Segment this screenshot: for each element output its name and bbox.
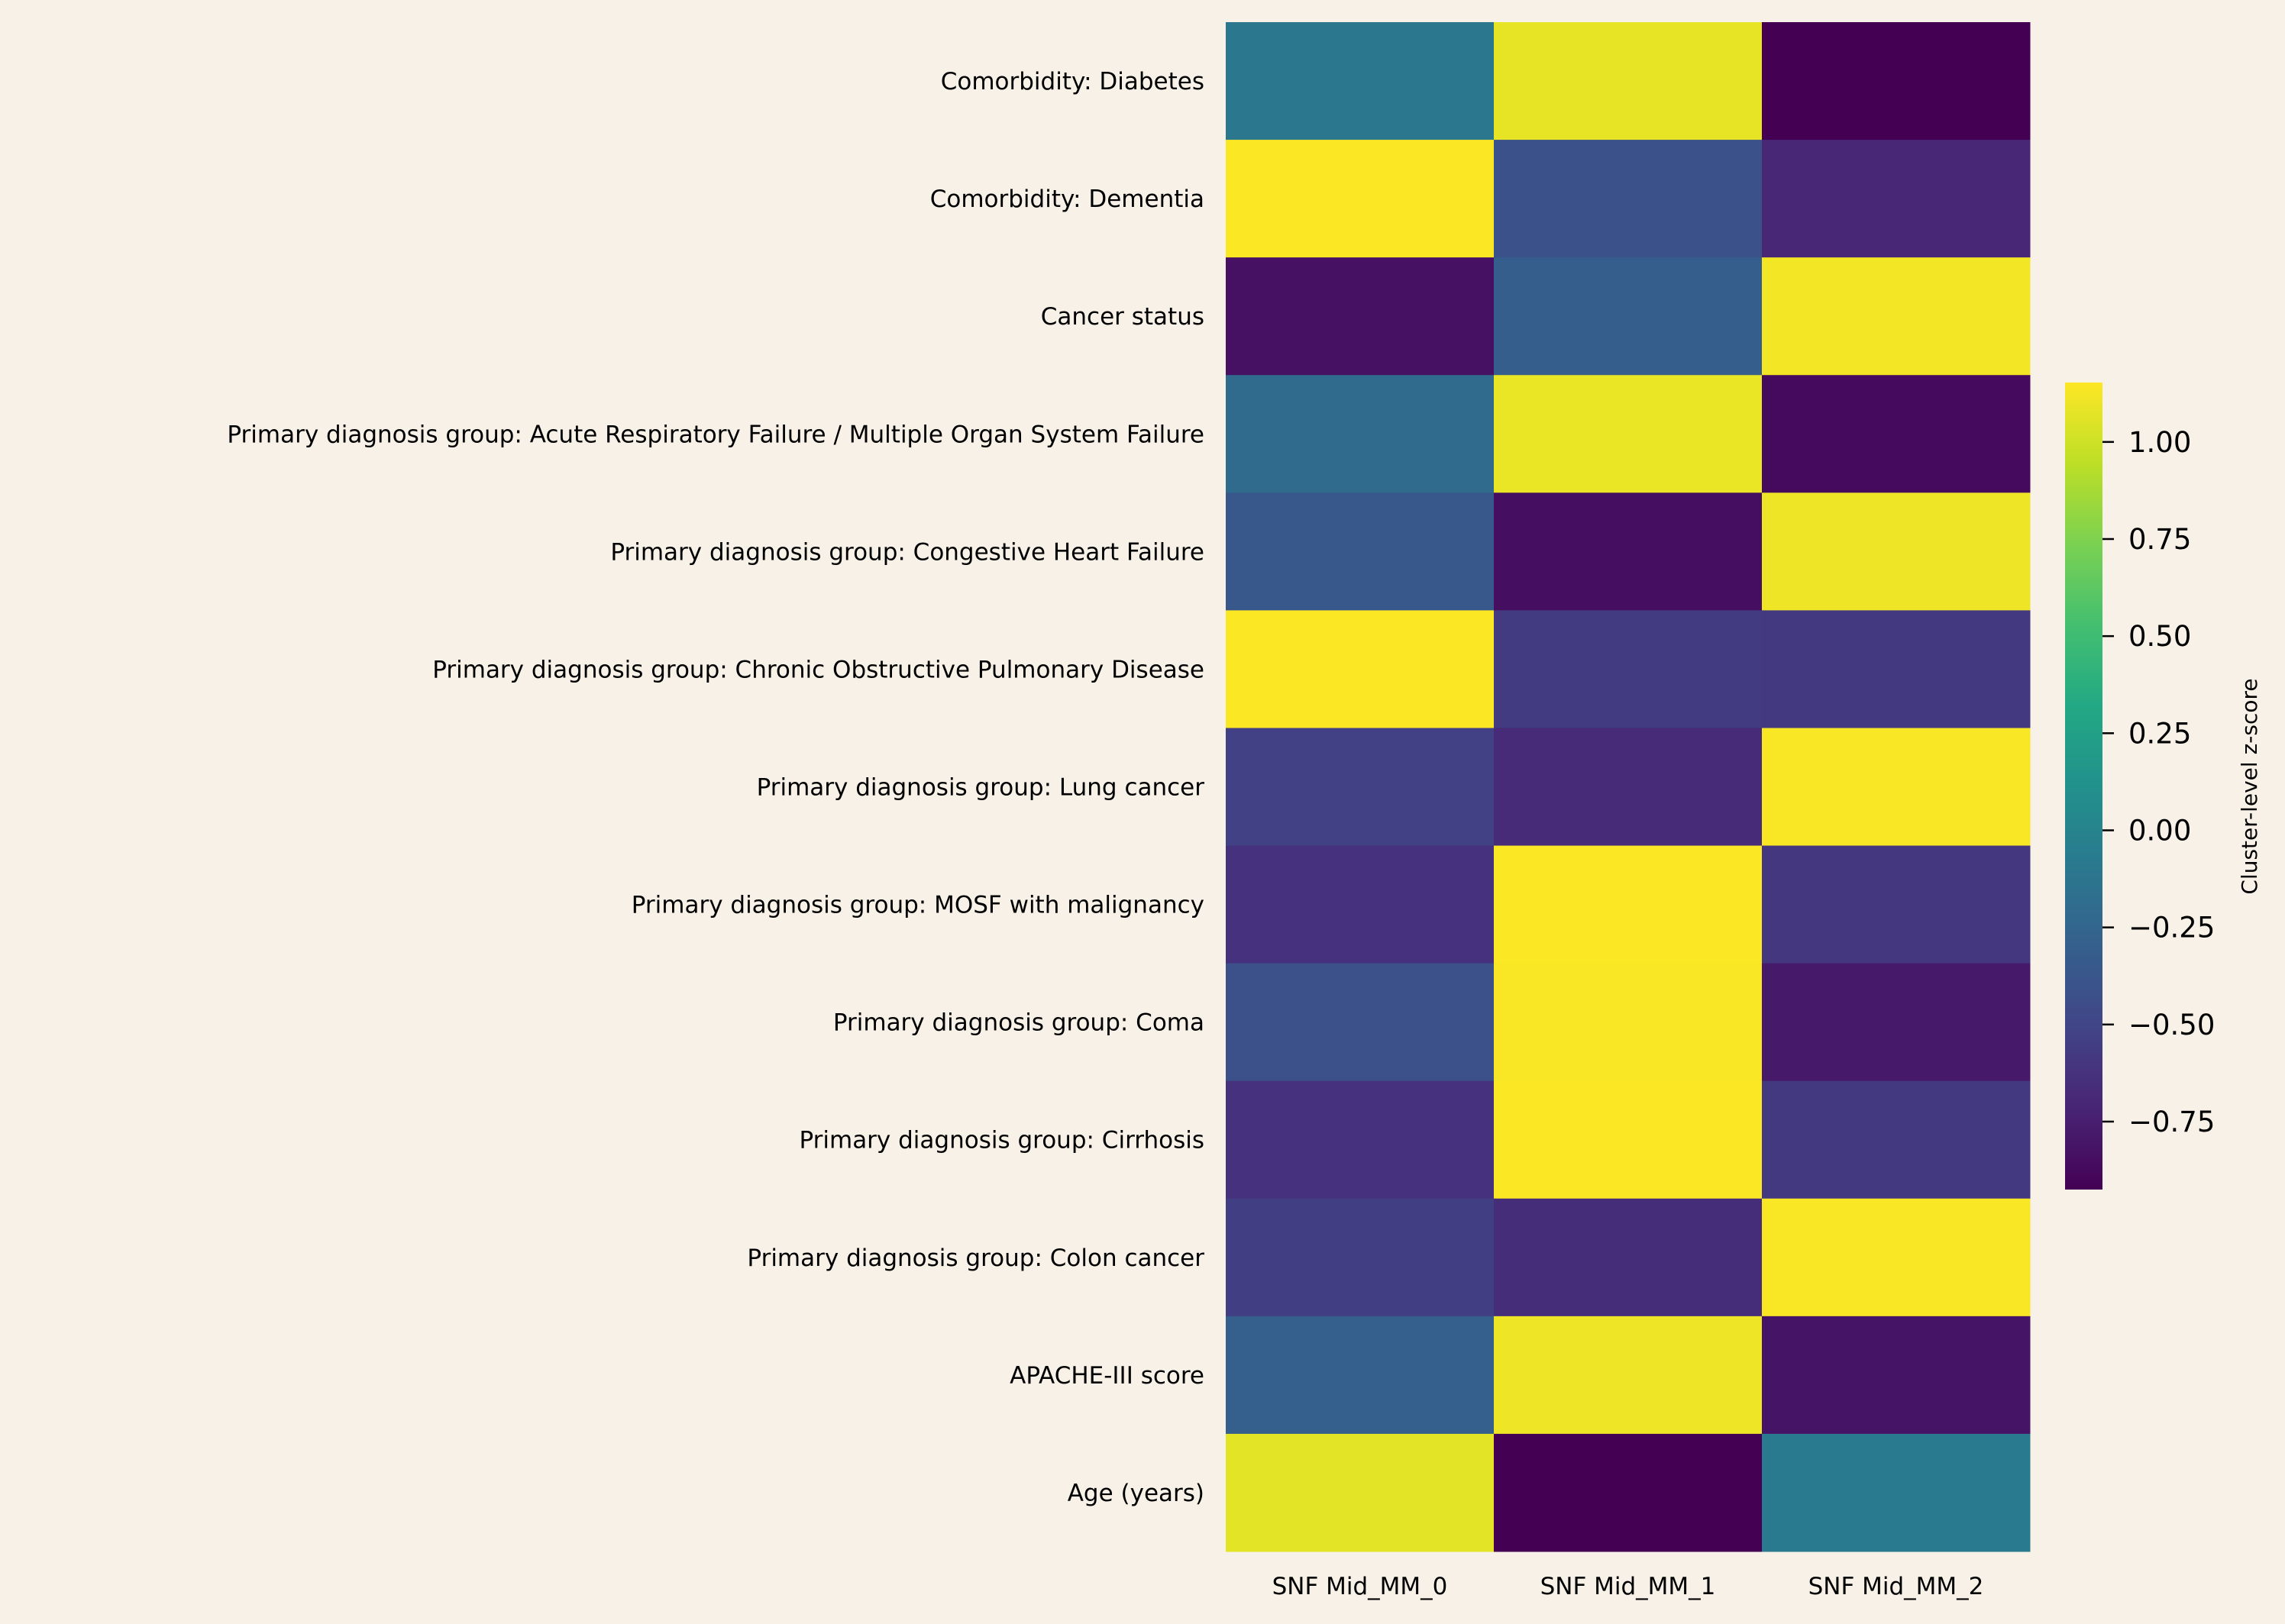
heatmap-cell — [1762, 1198, 2031, 1317]
colorbar-ticks: 1.00 0.75 0.50 0.25 0.00 −0.25 −0.50 −0.75 — [2102, 426, 2215, 1138]
column-labels: SNF Mid_MM_0 SNF Mid_MM_1 SNF Mid_MM_2 — [1272, 1573, 1984, 1600]
heatmap-cell — [1762, 1433, 2031, 1552]
row-label: Primary diagnosis group: Acute Respirato… — [227, 421, 1204, 448]
heatmap-cell — [1762, 140, 2031, 258]
heatmap-cell — [1226, 1433, 1495, 1552]
heatmap-cell — [1762, 963, 2031, 1082]
row-label: Cancer status — [1041, 303, 1204, 331]
row-label: Comorbidity: Diabetes — [941, 68, 1204, 95]
colorbar-tick-label: 0.75 — [2128, 523, 2191, 556]
row-label: APACHE-III score — [1010, 1362, 1204, 1390]
column-label: SNF Mid_MM_0 — [1272, 1573, 1448, 1600]
heatmap-cell — [1762, 375, 2031, 493]
heatmap-cell — [1762, 492, 2031, 611]
heatmap-cell — [1226, 1316, 1495, 1435]
heatmap-cell — [1494, 492, 1763, 611]
heatmap-cell — [1494, 1316, 1763, 1435]
heatmap-cell — [1762, 1316, 2031, 1435]
heatmap-cell — [1494, 1080, 1763, 1199]
column-label: SNF Mid_MM_2 — [1808, 1573, 1984, 1600]
heatmap-cell — [1762, 845, 2031, 964]
row-label: Primary diagnosis group: Coma — [833, 1009, 1204, 1037]
heatmap-cell — [1494, 963, 1763, 1082]
heatmap-cells — [1226, 22, 2031, 1552]
row-label: Primary diagnosis group: Cirrhosis — [799, 1127, 1204, 1154]
row-label: Primary diagnosis group: Congestive Hear… — [610, 538, 1204, 566]
heatmap-cell — [1226, 1198, 1495, 1317]
heatmap-cell — [1494, 610, 1763, 728]
heatmap-cell — [1762, 728, 2031, 847]
heatmap-cell — [1226, 257, 1495, 376]
heatmap-cell — [1494, 728, 1763, 847]
heatmap-cell — [1494, 845, 1763, 964]
heatmap-cell — [1494, 140, 1763, 258]
colorbar-label: Cluster-level z-score — [2237, 678, 2262, 894]
heatmap-cell — [1226, 22, 1495, 140]
colorbar: 1.00 0.75 0.50 0.25 0.00 −0.25 −0.50 −0.75 Clus… — [2065, 383, 2262, 1190]
row-label: Primary diagnosis group: Colon cancer — [747, 1245, 1204, 1272]
row-label: Age (years) — [1068, 1480, 1204, 1507]
colorbar-tick-label: −0.75 — [2128, 1106, 2215, 1138]
row-label: Primary diagnosis group: MOSF with malig… — [632, 892, 1204, 919]
row-label: Primary diagnosis group: Lung cancer — [757, 774, 1205, 802]
heatmap-cell — [1226, 375, 1495, 493]
heatmap-cell — [1226, 140, 1495, 258]
heatmap-cell — [1226, 1080, 1495, 1199]
heatmap-cell — [1762, 610, 2031, 728]
heatmap-cell — [1494, 375, 1763, 493]
colorbar-tick-label: 0.25 — [2128, 717, 2191, 750]
heatmap-cell — [1762, 22, 2031, 140]
row-labels: Comorbidity: Diabetes Comorbidity: Dement… — [227, 68, 1204, 1507]
colorbar-tick-label: −0.25 — [2128, 912, 2215, 944]
colorbar-tick-label: 1.00 — [2128, 426, 2191, 459]
heatmap-cell — [1494, 22, 1763, 140]
heatmap-cell — [1226, 610, 1495, 728]
row-label: Comorbidity: Dementia — [930, 186, 1204, 213]
row-label: Primary diagnosis group: Chronic Obstruc… — [432, 656, 1204, 683]
colorbar-tick-label: 0.00 — [2128, 814, 2191, 847]
colorbar-tick-label: 0.50 — [2128, 620, 2191, 653]
heatmap-cell — [1494, 1433, 1763, 1552]
colorbar-tick-label: −0.50 — [2128, 1009, 2215, 1041]
heatmap-cell — [1226, 492, 1495, 611]
column-label: SNF Mid_MM_1 — [1540, 1573, 1716, 1600]
heatmap-cell — [1494, 257, 1763, 376]
heatmap-cell — [1226, 728, 1495, 847]
heatmap-cell — [1762, 1080, 2031, 1199]
heatmap-cell — [1226, 963, 1495, 1082]
heatmap-cell — [1762, 257, 2031, 376]
heatmap-cell — [1226, 845, 1495, 964]
heatmap-cell — [1494, 1198, 1763, 1317]
colorbar-gradient — [2065, 383, 2102, 1190]
